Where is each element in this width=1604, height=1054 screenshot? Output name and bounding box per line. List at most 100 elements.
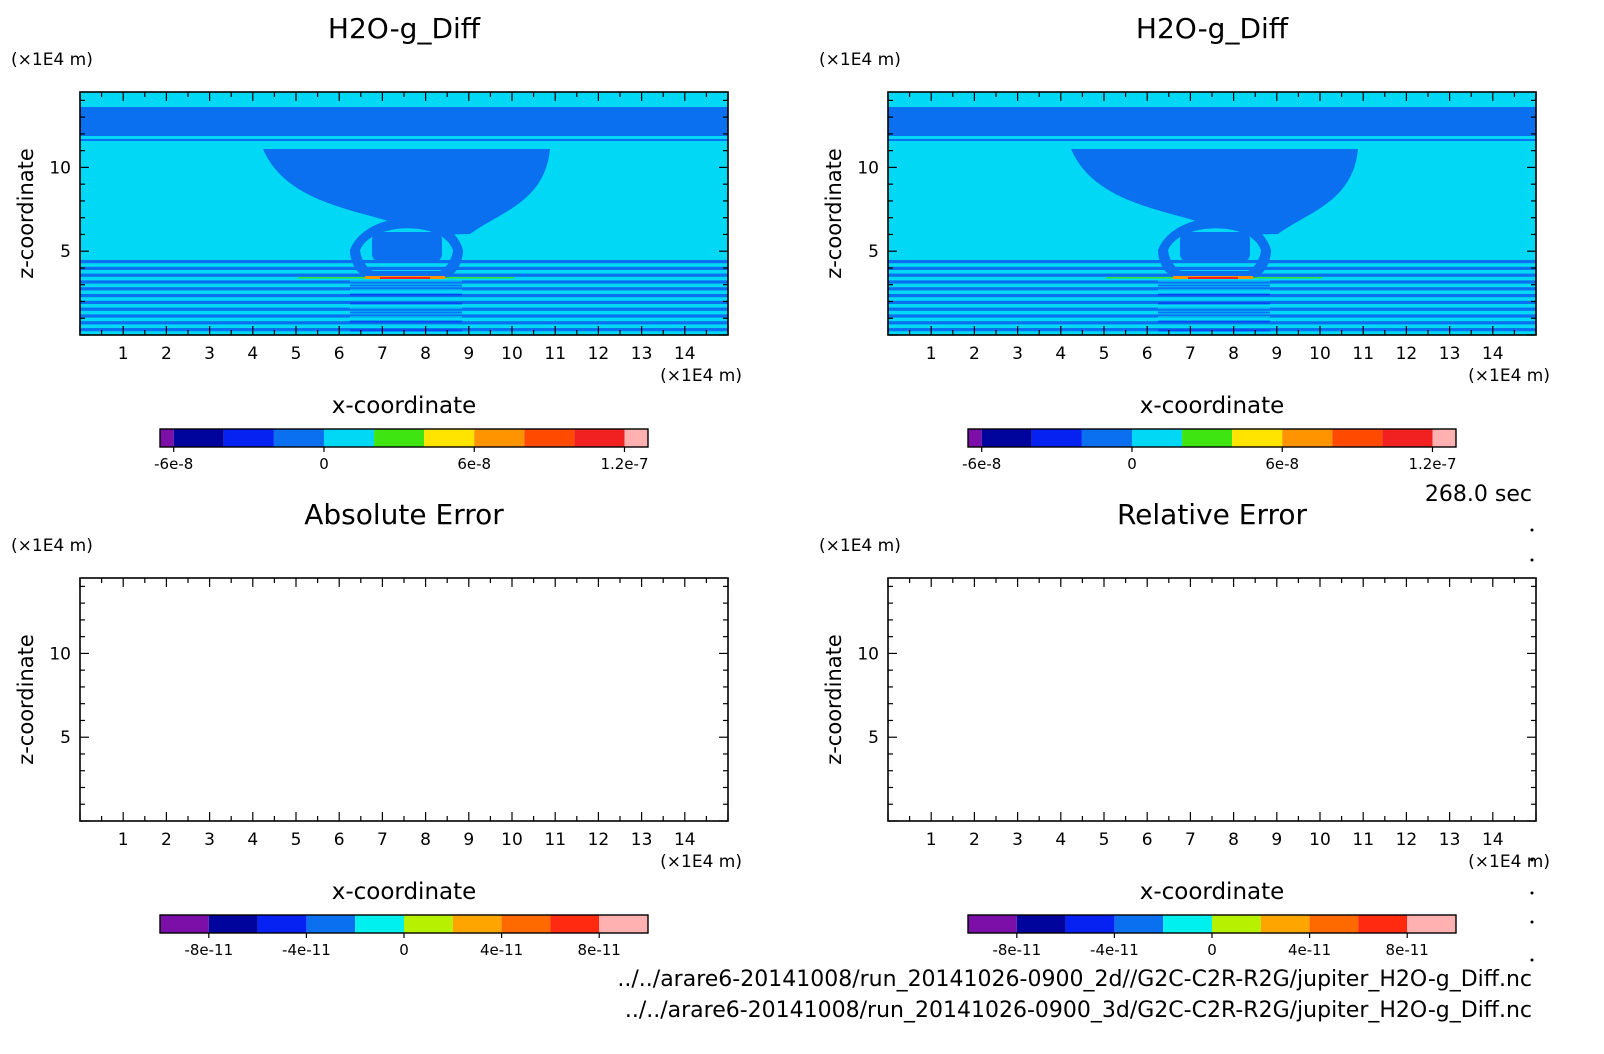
panel-title: Absolute Error [304, 498, 504, 531]
x-tick-label: 1 [926, 830, 937, 850]
x-tick-label: 12 [1396, 830, 1418, 850]
heatmap-field [888, 578, 1536, 821]
x-tick-label: 12 [1396, 344, 1418, 364]
x-tick-label: 3 [204, 830, 215, 850]
y-axis-label: z-coordinate [14, 634, 38, 765]
heatmap-field [80, 92, 728, 335]
colorbar-label: 0 [319, 455, 329, 473]
colorbar-label: 1.2e-7 [600, 455, 648, 473]
x-tick-label: 12 [588, 344, 610, 364]
x-tick-label: 9 [1271, 830, 1282, 850]
x-tick-label: 4 [247, 344, 258, 364]
colorbar-label: -6e-8 [962, 455, 1001, 473]
x-tick-label: 6 [334, 344, 345, 364]
colorbar: -8e-11 -4e-11 0 4e-11 8e-11 [967, 914, 1457, 959]
colorbar-swatch [981, 429, 1032, 447]
x-tick-label: 1 [926, 344, 937, 364]
x-tick-label: 2 [161, 344, 172, 364]
y-unit-label: (×1E4 m) [11, 536, 93, 556]
x-tick-label: 2 [161, 830, 172, 850]
colorbar-swatch [424, 429, 475, 447]
colorbar-swatch [1065, 915, 1115, 933]
colorbar-label: 0 [1207, 941, 1217, 959]
colorbar-swatch [1114, 915, 1164, 933]
x-tick-label: 4 [1055, 344, 1066, 364]
panel-1: H2O-g_Diff (×1E4 m) (×1E4 m) x-coordinate z-… [11, 12, 742, 473]
y-tick-label: 10 [49, 158, 71, 178]
colorbar-label: 6e-8 [457, 455, 491, 473]
colorbar-swatch [550, 915, 600, 933]
x-unit-label: (×1E4 m) [1468, 366, 1550, 386]
colorbar-label: 6e-8 [1265, 455, 1299, 473]
colorbar-swatch [1182, 429, 1233, 447]
y-unit-label: (×1E4 m) [819, 536, 901, 556]
heatmap-field [80, 578, 728, 821]
x-tick-label: 11 [544, 830, 566, 850]
panel-4: Relative Error (×1E4 m) (×1E4 m) x-coordina… [819, 498, 1550, 959]
x-tick-label: 5 [291, 344, 302, 364]
x-tick-label: 9 [1271, 344, 1282, 364]
x-tick-label: 2 [969, 344, 980, 364]
colorbar-swatch [452, 915, 502, 933]
x-tick-label: 4 [247, 830, 258, 850]
colorbar-swatch [173, 429, 224, 447]
y-tick-label: 5 [60, 242, 71, 262]
x-tick-label: 13 [631, 830, 653, 850]
x-tick-label: 11 [544, 344, 566, 364]
x-tick-label: 7 [377, 344, 388, 364]
panel-title: Relative Error [1117, 498, 1308, 531]
y-tick-label: 10 [857, 158, 879, 178]
x-tick-label: 13 [631, 344, 653, 364]
colorbar-swatch [1309, 915, 1359, 933]
colorbar-swatch [1358, 915, 1408, 933]
x-tick-label: 3 [204, 344, 215, 364]
x-tick-label: 6 [1142, 830, 1153, 850]
y-unit-label: (×1E4 m) [11, 50, 93, 70]
colorbar-label: -8e-11 [992, 941, 1041, 959]
x-unit-label: (×1E4 m) [660, 366, 742, 386]
x-tick-label: 5 [1099, 830, 1110, 850]
x-tick-label: 12 [588, 830, 610, 850]
colorbar-label: 1.2e-7 [1408, 455, 1456, 473]
x-tick-label: 8 [1228, 344, 1239, 364]
x-axis-label: x-coordinate [1140, 879, 1285, 905]
colorbar: -8e-11 -4e-11 0 4e-11 8e-11 [159, 914, 649, 959]
x-axis-label: x-coordinate [332, 393, 477, 419]
colorbar-label: 0 [1127, 455, 1137, 473]
x-tick-label: 10 [1309, 344, 1331, 364]
colorbar-swatch [1081, 429, 1132, 447]
colorbar-swatch [1407, 915, 1456, 933]
x-tick-label: 3 [1012, 830, 1023, 850]
colorbar-swatch [160, 429, 174, 447]
colorbar-swatch [257, 915, 307, 933]
x-tick-label: 6 [334, 830, 345, 850]
x-tick-label: 10 [1309, 830, 1331, 850]
y-tick-label: 10 [857, 644, 879, 664]
colorbar-swatch [474, 429, 525, 447]
x-tick-label: 11 [1352, 830, 1374, 850]
colorbar: -6e-8 0 6e-8 1.2e-7 [962, 428, 1457, 473]
colorbar-label: -8e-11 [184, 941, 233, 959]
x-tick-label: 8 [420, 830, 431, 850]
colorbar-swatch [404, 915, 453, 933]
x-unit-label: (×1E4 m) [1468, 852, 1550, 872]
y-axis-label: z-coordinate [822, 148, 846, 279]
x-tick-label: 4 [1055, 830, 1066, 850]
x-axis-label: x-coordinate [332, 879, 477, 905]
colorbar-swatch [323, 429, 375, 447]
x-tick-label: 9 [463, 344, 474, 364]
file-path-2d: ../../arare6-20141008/run_20141026-0900_… [617, 967, 1532, 992]
colorbar-swatch [374, 429, 425, 447]
x-tick-label: 5 [1099, 344, 1110, 364]
colorbar-swatch [599, 915, 648, 933]
y-tick-label: 10 [49, 644, 71, 664]
x-tick-label: 1 [118, 344, 129, 364]
colorbar-swatch [273, 429, 324, 447]
colorbar-swatch [524, 429, 575, 447]
x-tick-label: 13 [1439, 830, 1461, 850]
colorbar-label: -6e-8 [154, 455, 193, 473]
colorbar-swatch [624, 429, 648, 447]
y-tick-label: 5 [868, 242, 879, 262]
y-axis-label: z-coordinate [14, 148, 38, 279]
